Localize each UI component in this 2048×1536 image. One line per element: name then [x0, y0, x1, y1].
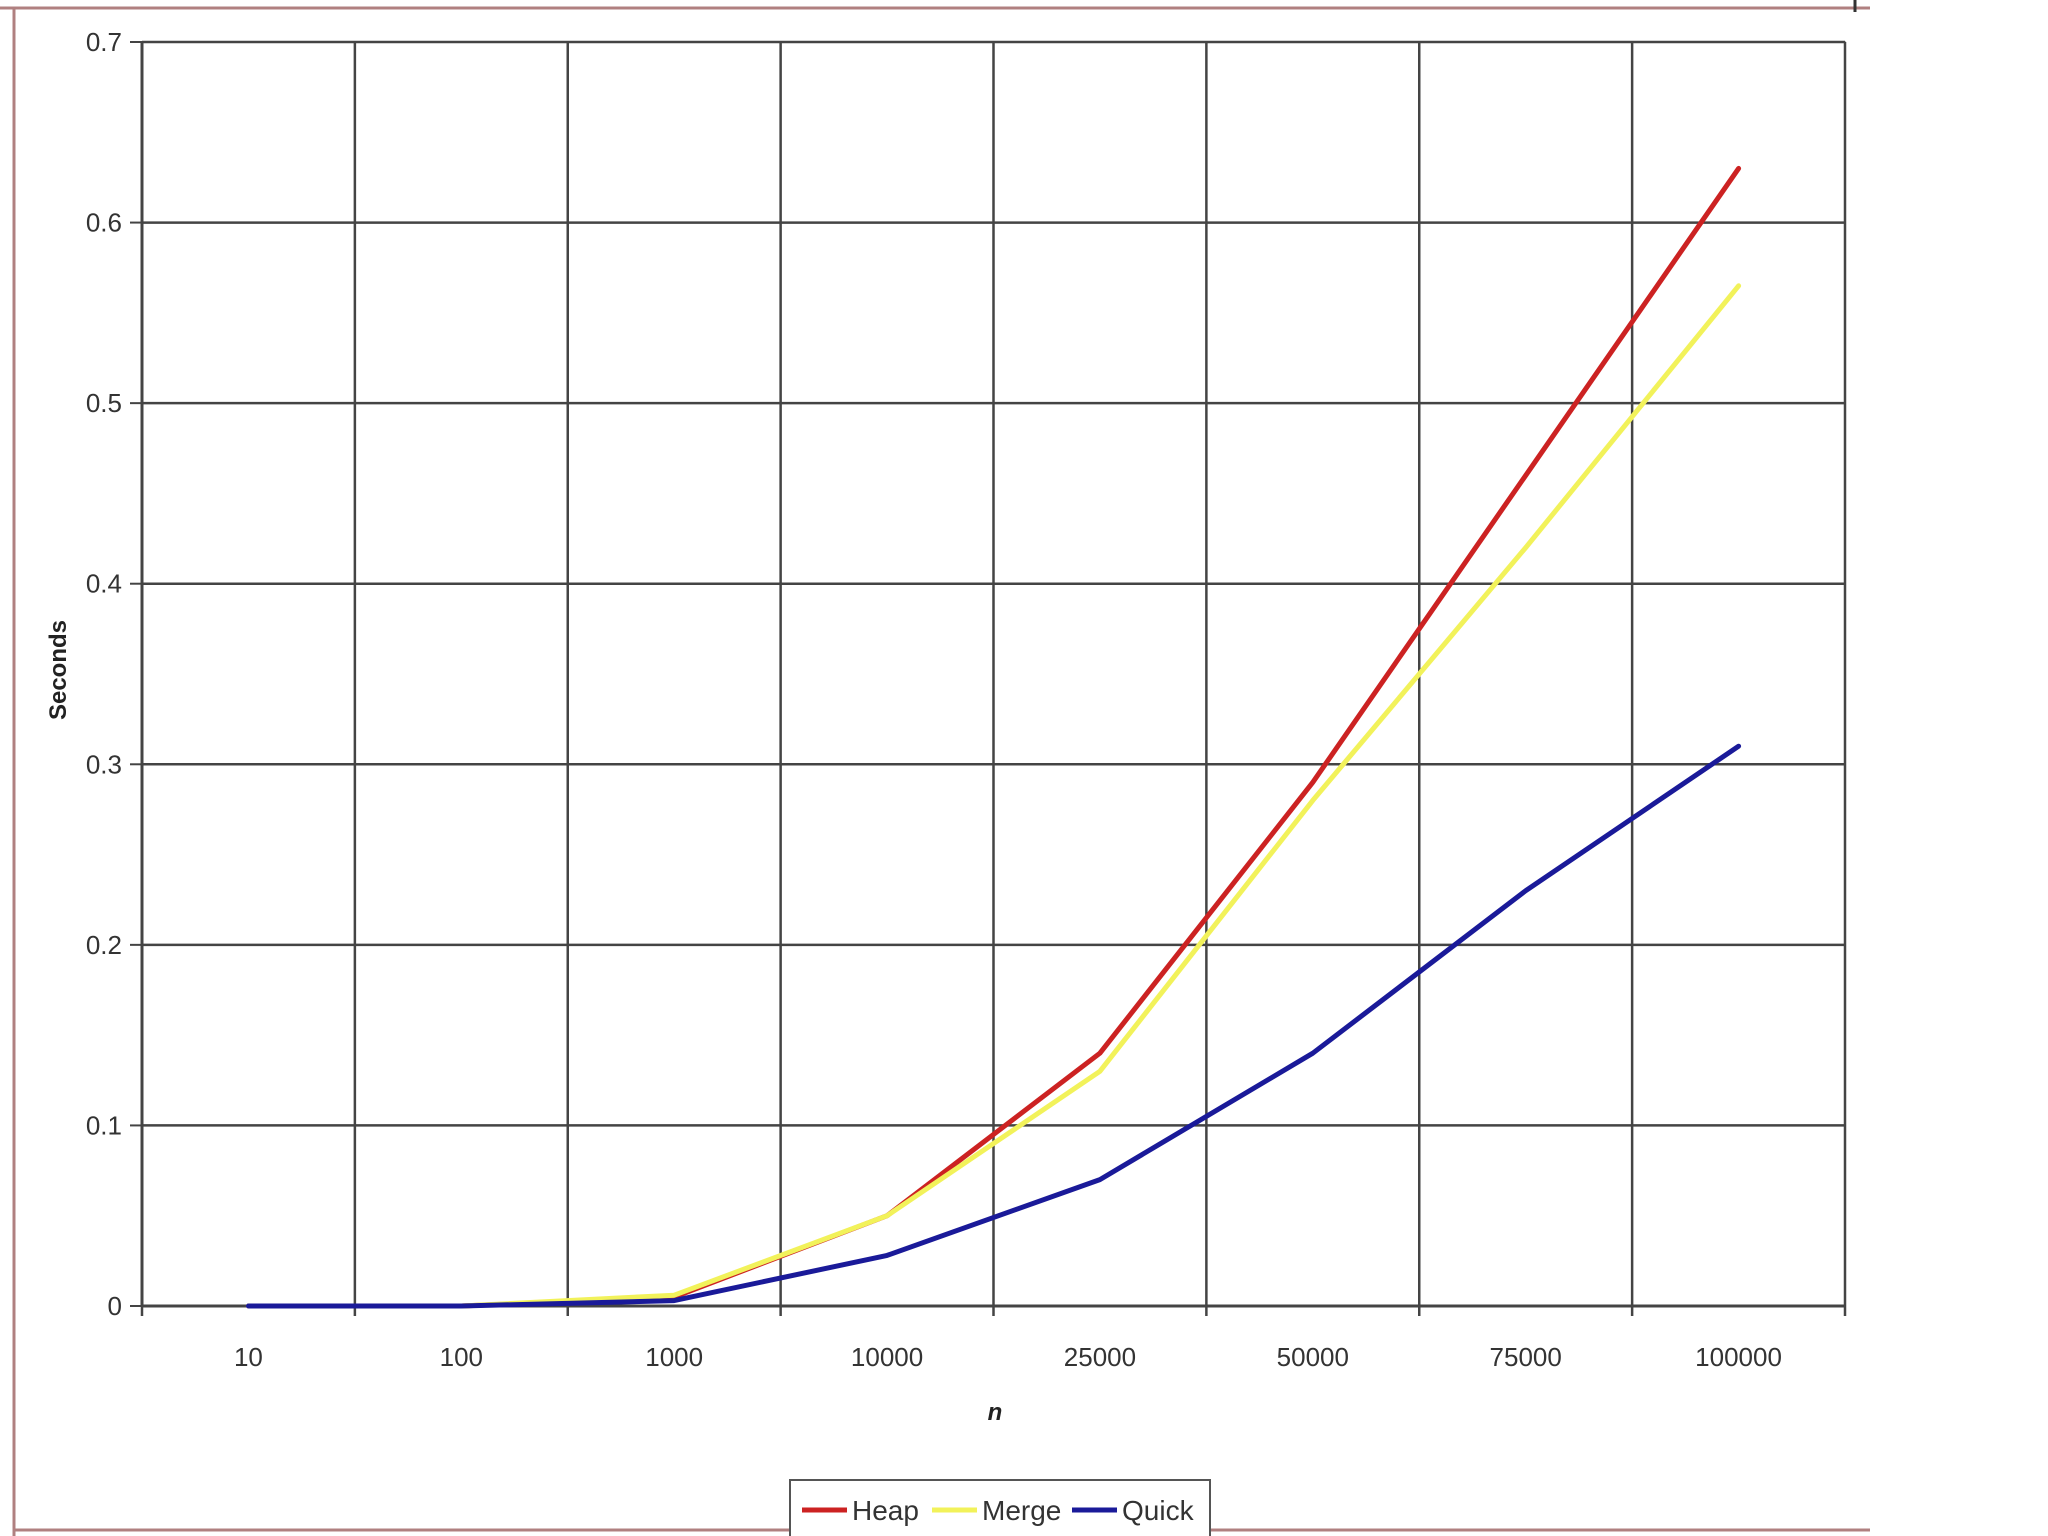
x-tick-label: 10000 — [851, 1342, 923, 1372]
y-axis: 0 0.1 0.2 0.3 0.4 0.5 0.6 0.7 — [86, 27, 142, 1321]
y-tick-label: 0.7 — [86, 27, 122, 57]
y-tick-label: 0.1 — [86, 1110, 122, 1140]
grid-lines — [140, 40, 1847, 1316]
x-tick-label: 100000 — [1695, 1342, 1782, 1372]
y-tick-label: 0.4 — [86, 569, 122, 599]
x-tick-label: 50000 — [1277, 1342, 1349, 1372]
legend-label-merge: Merge — [982, 1495, 1061, 1526]
y-tick-label: 0 — [108, 1291, 122, 1321]
x-tick-label: 100 — [440, 1342, 483, 1372]
y-tick-label: 0.5 — [86, 388, 122, 418]
series-line-quick — [245, 743, 1742, 1309]
legend-label-heap: Heap — [852, 1495, 919, 1526]
y-tick-label: 0.6 — [86, 208, 122, 238]
x-tick-label: 25000 — [1064, 1342, 1136, 1372]
y-tick-label: 0.2 — [86, 930, 122, 960]
legend: Heap Merge Quick — [789, 1479, 1211, 1536]
legend-box — [789, 1479, 1211, 1536]
legend-label-quick: Quick — [1122, 1495, 1195, 1526]
x-tick-label: 1000 — [645, 1342, 703, 1372]
x-tick-label: 10 — [234, 1342, 263, 1372]
x-tick-label: 75000 — [1490, 1342, 1562, 1372]
series-lines — [245, 165, 1742, 1309]
x-axis-title: n — [988, 1399, 1003, 1426]
y-tick-label: 0.3 — [86, 749, 122, 779]
y-axis-title: Seconds — [45, 620, 72, 720]
